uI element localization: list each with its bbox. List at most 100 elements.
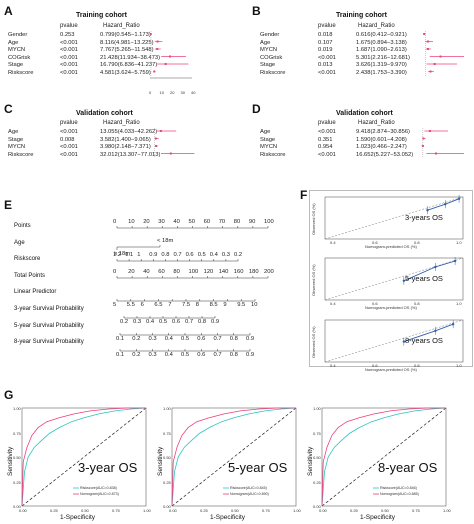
calibration-x-tick: 0.8 (414, 301, 420, 306)
panel-d-title: Validation cohort (336, 110, 393, 117)
variable-name: Stage (260, 136, 276, 143)
nomogram-row-label: 3-year Survival Probability (14, 306, 84, 312)
nomogram-tick-label: 6.5 (154, 302, 163, 308)
nomogram-tick-label: 0.1 (116, 352, 125, 358)
variable-name: Age (8, 39, 19, 46)
nomogram-tick-label: 100 (188, 269, 199, 275)
roc-y-tick: 0.75 (163, 430, 171, 436)
variable-name: Age (8, 129, 19, 135)
nomogram-tick-label: 8.5 (209, 302, 218, 308)
nomogram-tick-label: 10 (251, 302, 258, 308)
panel-b-title: Training cohort (336, 12, 387, 19)
calibration-x-tick: 0.4 (330, 301, 336, 306)
hazard-ratio: 5.301(2.216−12.681) (356, 54, 410, 61)
nomogram-tick-label: 7 (168, 302, 172, 308)
nomogram-tick-label: 0.9 (211, 319, 220, 325)
nomogram-tick-label: 0.6 (197, 352, 206, 358)
panel-c-hr-header: Hazard_Ratio (103, 120, 140, 126)
hr-marker (434, 152, 437, 155)
roc-y-tick: 1.00 (313, 406, 321, 411)
nomogram-tick-label: 80 (173, 269, 180, 275)
nomogram-tick-label: 0.5 (197, 252, 206, 258)
calibration-x-label: Nomogram-predicted OS (%) (365, 305, 417, 310)
roc-y-tick: 0.25 (13, 479, 21, 485)
nomogram-tick-label: 0.7 (173, 252, 182, 258)
calibration-x-tick: 0.6 (372, 363, 378, 368)
roc-y-tick: 1.00 (13, 406, 21, 411)
panel-label-b: B (252, 4, 261, 18)
nomogram-row-label: Linear Predictor (14, 289, 57, 295)
calibration-x-tick: 1.0 (456, 363, 462, 368)
p-value: 0.008 (60, 136, 75, 143)
nomogram-tick-label: 200 (264, 269, 274, 275)
nomogram-tick-label: 20 (128, 269, 135, 275)
roc-frame (21, 407, 147, 507)
axis-tick-label: 20 (170, 90, 175, 95)
panel-label-f: F (300, 188, 308, 202)
nomogram-tick-label: 0.2 (132, 336, 141, 342)
nomogram-tick-label: 0.3 (148, 352, 157, 358)
nomogram-tick-label: 30 (158, 219, 165, 225)
hr-marker (168, 55, 171, 58)
hr-marker (156, 48, 159, 50)
chance-line (21, 407, 147, 507)
panel-label-g: G (4, 388, 14, 402)
variable-name: Stage (260, 62, 276, 68)
nomogram-row-label: Age (14, 240, 25, 246)
variable-name: Age (260, 129, 271, 135)
variable-name: Stage (8, 62, 24, 68)
roc-y-label: Sensitivity (157, 446, 164, 476)
panel-b-pvalue-header: pvalue (318, 23, 336, 29)
calibration-frame (324, 319, 464, 363)
nomogram-tick-label: 40 (173, 219, 180, 225)
p-value: 0.019 (318, 47, 333, 53)
roc-x-tick: 1.00 (143, 508, 151, 513)
calibration-x-tick: 0.8 (414, 363, 420, 368)
hr-marker (155, 145, 158, 147)
hr-marker (439, 55, 442, 58)
variable-name: Riskscore (8, 151, 34, 158)
axis-tick-label: 40 (191, 90, 196, 95)
hazard-ratio: 21.428(11.934−38.473) (100, 54, 161, 61)
roc-y-tick: 0.00 (313, 504, 321, 509)
variable-name: Gender (8, 32, 28, 38)
nomogram-tick-label: 1 (137, 252, 141, 258)
calibration-plot-label: 5-years OS (405, 274, 443, 283)
hazard-ratio: 0.799(0.545−1.173) (100, 32, 151, 38)
nomogram-tick-label: 0.9 (149, 252, 158, 258)
roc-legend-riskscore: Riskscore(AUC=0.838) (80, 486, 117, 490)
nomogram-tick-label: 0.7 (213, 352, 222, 358)
p-value: <0.001 (60, 129, 78, 135)
nomogram-tick-label: 10 (128, 219, 135, 225)
nomogram-tick-label: 90 (248, 219, 256, 225)
nomogram-tick-label: 6 (140, 302, 144, 308)
ideal-line (324, 196, 464, 240)
panel-label-c: C (4, 102, 13, 116)
nomogram-tick-label: 5.5 (126, 302, 135, 308)
axis-tick-label: 30 (180, 90, 185, 95)
roc-x-tick: 0.50 (81, 508, 89, 513)
roc-plot-label: 3-year OS (78, 460, 138, 475)
hr-marker (421, 145, 424, 147)
nomogram-tick-label: < 18m (157, 238, 174, 244)
variable-name: MYCN (8, 144, 26, 150)
nomogram-tick-label: 100 (264, 219, 274, 225)
roc-x-tick: 0.00 (319, 508, 327, 513)
calibration-frame (324, 196, 464, 240)
nomogram-tick-label: 0.4 (209, 252, 218, 258)
panel-c-title: Validation cohort (76, 110, 133, 117)
nomogram-tick-label: 60 (158, 269, 165, 275)
nomogram-tick-label: 140 (218, 269, 229, 275)
p-value: 0.013 (318, 62, 333, 68)
calibration-point (434, 329, 437, 332)
forest-plot-a (149, 31, 192, 79)
nomogram-tick-label: 0.4 (146, 319, 155, 325)
roc-x-tick: 0.25 (200, 508, 208, 513)
roc-y-tick: 1.00 (163, 406, 171, 411)
nomogram-tick-label: 60 (203, 219, 211, 225)
hazard-ratio: 13.055(4.033−42.262) (100, 129, 158, 135)
roc-x-tick: 0.25 (50, 508, 58, 513)
riskscore-roc-curve (171, 407, 297, 507)
